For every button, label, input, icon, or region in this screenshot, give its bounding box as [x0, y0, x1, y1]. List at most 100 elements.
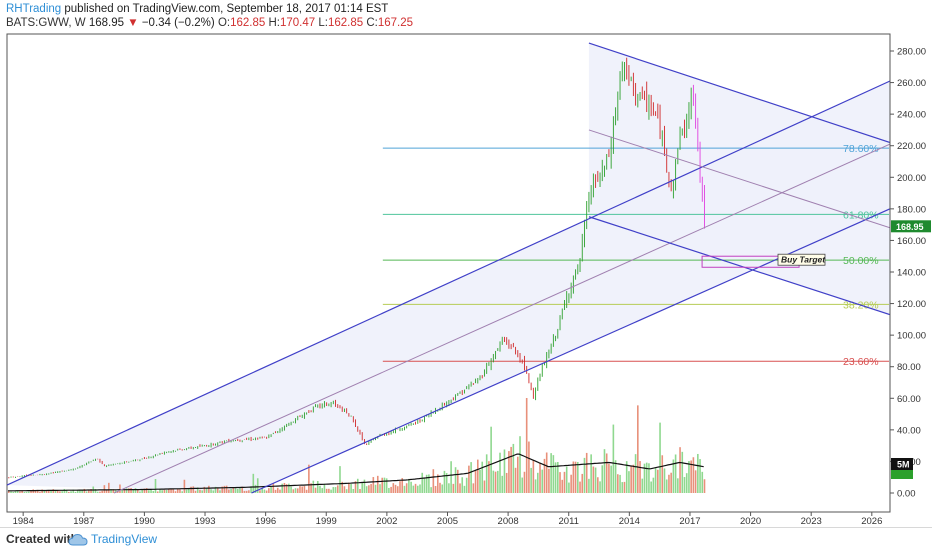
volume-bar — [292, 489, 295, 493]
volume-bar — [525, 398, 528, 493]
volume-bar — [110, 489, 112, 493]
volume-bar — [310, 483, 312, 493]
volume-bar — [459, 483, 461, 493]
volume-bar — [663, 468, 666, 493]
volume-bar — [414, 483, 417, 493]
volume-bar — [56, 490, 59, 493]
volume-bar — [370, 484, 372, 493]
volume-bar — [639, 461, 641, 493]
price-axis-label: 60.00 — [897, 394, 921, 405]
volume-bar — [450, 461, 452, 493]
volume-bar — [330, 489, 332, 493]
volume-bar — [612, 424, 615, 493]
volume-bar — [394, 484, 397, 493]
volume-bar — [701, 471, 704, 493]
volume-bar — [88, 489, 90, 493]
volume-bar — [316, 481, 319, 493]
tradingview-cloud-icon[interactable] — [68, 533, 88, 547]
volume-bar — [597, 477, 599, 493]
price-axis-label: 220.00 — [897, 141, 926, 152]
volume-bar — [372, 477, 375, 493]
volume-bar — [650, 481, 652, 493]
volume-bar — [174, 491, 177, 493]
volume-bar — [96, 491, 99, 493]
volume-bar — [403, 485, 406, 493]
low-label: L: — [318, 17, 328, 29]
volume-bar — [677, 478, 679, 493]
volume-bar — [594, 467, 597, 493]
volume-bar — [685, 473, 688, 493]
volume-label: 5M — [897, 460, 910, 470]
volume-bar — [541, 469, 544, 493]
chart-header-publisher: RHTrading published on TradingView.com, … — [6, 3, 388, 15]
volume-bar — [579, 481, 581, 493]
volume-bar — [163, 489, 166, 493]
volume-bar — [190, 486, 192, 493]
volume-bar — [216, 487, 219, 493]
volume-bar — [648, 463, 650, 493]
volume-bar — [461, 477, 464, 493]
volume-bar — [670, 472, 672, 493]
volume-bar — [637, 405, 639, 493]
volume-bar — [252, 473, 255, 493]
volume-bar — [603, 449, 606, 493]
volume-bar — [448, 483, 450, 493]
volume-bar — [485, 454, 488, 493]
volume-bar — [428, 474, 430, 493]
volume-bar — [557, 461, 559, 493]
volume-bar — [148, 490, 150, 493]
price-axis-label: 140.00 — [897, 268, 926, 279]
price-axis-label: 240.00 — [897, 110, 926, 121]
volume-bar — [550, 453, 552, 493]
author-name[interactable]: RHTrading — [6, 3, 62, 15]
symbol-label[interactable]: BATS:GWW, W — [6, 17, 86, 29]
volume-bar — [168, 488, 170, 493]
volume-bar — [143, 488, 146, 493]
volume-bar — [514, 467, 517, 493]
volume-bar — [70, 491, 72, 493]
volume-bar — [583, 457, 586, 493]
volume-bar — [103, 485, 106, 493]
volume-bar — [674, 454, 677, 493]
volume-bar — [128, 488, 130, 493]
volume-bar — [274, 489, 277, 493]
volume-bar — [59, 491, 61, 493]
volume-bar — [23, 492, 26, 493]
volume-bar — [416, 485, 419, 493]
volume-tag — [891, 458, 913, 470]
volume-bar — [265, 490, 268, 493]
volume-bar — [181, 491, 183, 493]
volume-bar — [41, 489, 43, 493]
volume-bar — [610, 465, 612, 493]
volume-bar — [365, 486, 368, 493]
volume-bar — [441, 484, 444, 493]
volume-bar — [259, 490, 261, 493]
volume-bar — [234, 488, 237, 493]
volume-bar — [208, 485, 210, 493]
time-axis-label: 2017 — [679, 516, 700, 527]
volume-bar — [545, 452, 548, 493]
volume-bar — [574, 461, 577, 493]
price-change: −0.34 (−0.2%) — [141, 17, 215, 29]
volume-bar — [501, 475, 504, 493]
volume-bar — [34, 490, 37, 493]
volume-bar — [657, 469, 659, 493]
volume-bar — [561, 479, 564, 493]
price-axis-label: 160.00 — [897, 236, 926, 247]
volume-bar — [401, 478, 404, 493]
volume-up-tag — [891, 470, 913, 479]
volume-bar — [81, 490, 83, 493]
time-axis-label: 1987 — [73, 516, 94, 527]
tradingview-brand-link[interactable]: TradingView — [91, 532, 158, 546]
volume-bar — [432, 469, 435, 493]
volume-bar — [156, 491, 159, 493]
volume-bar — [303, 485, 306, 493]
volume-bar — [290, 486, 292, 493]
price-chart[interactable]: 78.60%61.80%50.00%38.20%23.60%Buy Target… — [0, 0, 932, 527]
volume-bar — [568, 482, 570, 493]
last-price-label: 168.95 — [896, 222, 924, 232]
price-axis-label: 180.00 — [897, 204, 926, 215]
volume-bar — [628, 471, 630, 493]
volume-bar — [430, 487, 432, 493]
volume-bar — [279, 489, 281, 493]
